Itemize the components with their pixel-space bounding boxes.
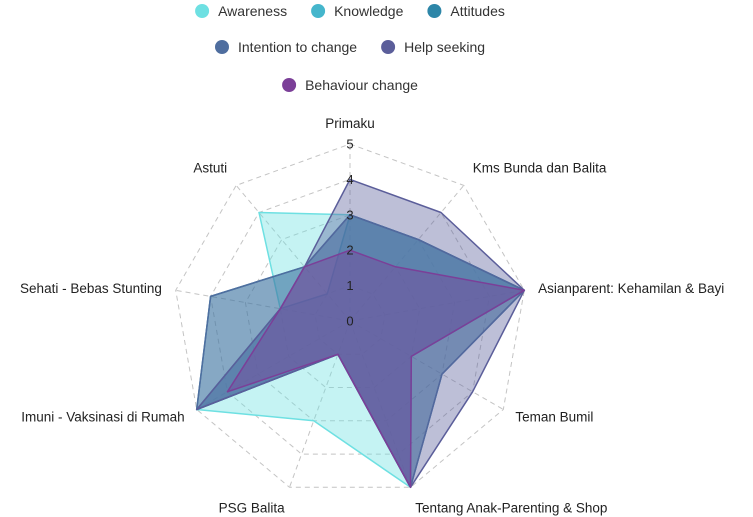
grid-ring-3 [244,214,456,422]
axis-spoke-tentang-anak-parenting-shop [349,320,411,488]
legend-item-awareness[interactable]: Awareness [195,3,287,19]
axis-spoke-kms-bunda-dan-balita [349,185,465,322]
axis-label-primaku: Primaku [325,116,375,131]
legend-label-behaviour-change: Behaviour change [305,77,418,93]
axis-spoke-astuti [235,185,351,322]
tick-label-3: 3 [346,207,353,222]
legend-label-awareness: Awareness [218,3,287,19]
axis-label-psg-balita: PSG Balita [219,501,286,516]
tick-label-4: 4 [346,172,353,187]
axis-label-asianparent-kehamilan-bayi: Asianparent: Kehamilan & Bayi [538,281,724,296]
legend-label-knowledge: Knowledge [334,3,403,19]
axis-spoke-psg-balita [289,320,351,488]
legend-item-help-seeking[interactable]: Help seeking [381,39,485,55]
axis-label-teman-bumil: Teman Bumil [515,410,593,425]
axis-spoke-sehati-bebas-stunting [175,289,351,322]
legend-marker-behaviour-change [282,78,297,92]
legend: Awareness Knowledge Attitudes Intention to … [195,3,505,93]
series-behaviour-change [226,249,526,489]
axis-labels: Primaku Kms Bunda dan Balita Asianparent: … [20,116,724,516]
legend-label-intention-to-change: Intention to change [238,39,357,55]
legend-item-intention-to-change[interactable]: Intention to change [215,39,357,55]
axis-spoke-teman-bumil [349,320,504,410]
legend-label-attitudes: Attitudes [450,3,504,19]
tick-label-1: 1 [346,278,353,293]
axis-label-sehati-bebas-stunting: Sehati - Bebas Stunting [20,281,162,296]
legend-marker-attitudes [427,4,442,18]
legend-item-knowledge[interactable]: Knowledge [311,3,404,19]
grid-ring-4 [210,178,490,455]
legend-marker-knowledge [311,4,326,18]
radar-grid [175,143,525,488]
tick-label-0: 0 [346,314,353,329]
legend-item-attitudes[interactable]: Attitudes [427,3,505,19]
legend-marker-awareness [195,4,210,18]
axis-label-tentang-anak-parenting-shop: Tentang Anak-Parenting & Shop [415,501,607,516]
legend-label-help-seeking: Help seeking [404,39,485,55]
axis-spoke-imuni-vaksinasi-di-rumah [196,320,351,410]
legend-marker-intention-to-change [215,40,229,54]
grid-ring-1 [314,285,386,355]
axis-label-imuni-vaksinasi-di-rumah: Imuni - Vaksinasi di Rumah [21,410,184,425]
axis-spoke-asianparent-kehamilan-bayi [349,289,525,322]
tick-label-2: 2 [346,243,353,258]
grid-ring-5 [175,143,525,488]
axis-label-astuti: Astuti [193,161,227,176]
legend-marker-help-seeking [381,40,396,54]
tick-label-5: 5 [346,137,353,152]
radial-tick-labels: 0 1 2 3 4 5 [346,137,353,329]
axis-label-kms-bunda-dan-balita: Kms Bunda dan Balita [473,161,607,176]
radar-series [195,178,526,489]
legend-item-behaviour-change[interactable]: Behaviour change [282,77,418,93]
